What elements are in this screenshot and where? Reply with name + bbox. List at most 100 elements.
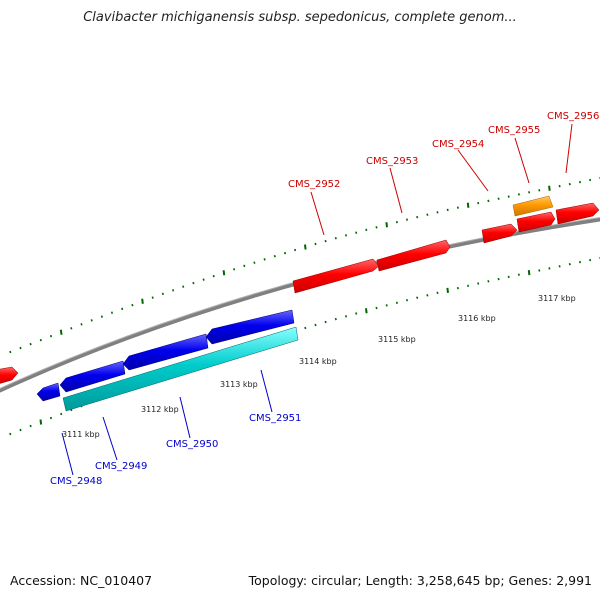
major-tick: [385, 222, 388, 228]
minor-tick: [314, 242, 317, 246]
minor-tick: [395, 220, 398, 224]
gene-arrow[interactable]: [0, 366, 19, 385]
minor-tick: [558, 184, 561, 188]
minor-tick: [19, 346, 22, 350]
minor-tick: [344, 315, 348, 318]
minor-tick: [273, 254, 276, 258]
minor-tick: [294, 248, 297, 252]
scale-label: 3115 kbp: [378, 335, 416, 344]
minor-tick: [100, 315, 103, 318]
minor-tick: [161, 292, 164, 296]
reverse-strand-genes: [36, 309, 299, 412]
scale-label: 3112 kbp: [141, 405, 179, 414]
minor-tick: [243, 264, 246, 268]
gene-label-forward: CMS_2955: [488, 125, 540, 136]
minor-tick: [436, 291, 439, 295]
minor-tick: [334, 317, 337, 321]
scale-label: 3113 kbp: [220, 380, 258, 389]
minor-tick: [283, 251, 287, 255]
minor-tick: [324, 239, 327, 243]
minor-tick: [70, 327, 73, 330]
minor-tick: [60, 412, 63, 416]
minor-tick: [477, 201, 480, 205]
minor-tick: [456, 286, 459, 290]
gene-arrow[interactable]: [555, 202, 600, 225]
gene-arrow[interactable]: [516, 211, 556, 233]
minor-tick: [497, 277, 500, 281]
minor-tick: [121, 307, 124, 311]
major-tick: [222, 270, 226, 276]
minor-tick: [172, 289, 175, 292]
minor-tick: [365, 228, 368, 232]
gene-arrow[interactable]: [481, 223, 518, 244]
minor-tick: [253, 261, 256, 264]
gene-arrow[interactable]: [59, 360, 126, 393]
minor-tick: [110, 311, 114, 314]
label-leaders: [61, 123, 573, 476]
minor-tick: [355, 231, 358, 234]
minor-tick: [507, 275, 510, 279]
genome-backbone-highlight: [0, 217, 600, 389]
minor-tick: [446, 208, 449, 212]
minor-tick: [558, 265, 561, 268]
major-tick: [365, 308, 368, 314]
major-tick: [304, 244, 307, 250]
minor-tick: [578, 260, 582, 264]
gene-label-reverse: CMS_2949: [95, 461, 147, 472]
minor-tick: [9, 432, 12, 436]
minor-tick: [426, 213, 429, 216]
minor-tick: [355, 312, 358, 315]
minor-tick: [507, 195, 510, 198]
minor-tick: [548, 267, 551, 270]
gene-arrow[interactable]: [36, 382, 61, 402]
minor-tick: [517, 193, 520, 196]
accession-text: Accession: NC_010407: [10, 573, 153, 588]
minor-tick: [497, 197, 500, 200]
minor-tick: [436, 211, 439, 214]
minor-tick: [182, 285, 185, 288]
minor-tick: [405, 298, 409, 302]
map-title: Clavibacter michiganensis subsp. sepedon…: [83, 10, 517, 25]
minor-tick: [456, 206, 459, 209]
major-tick: [39, 419, 43, 425]
gene-arrow-orange[interactable]: [512, 195, 554, 217]
minor-tick: [538, 189, 541, 192]
gene-arrow[interactable]: [205, 309, 295, 345]
major-tick: [548, 185, 551, 191]
minor-tick: [324, 320, 327, 324]
minor-tick: [314, 323, 317, 327]
scale-label: 3111 kbp: [62, 430, 100, 439]
minor-tick: [416, 215, 419, 219]
minor-tick: [344, 234, 348, 237]
minor-tick: [405, 218, 409, 221]
major-tick: [446, 287, 449, 294]
gene-arrow[interactable]: [122, 333, 209, 371]
minor-tick: [385, 304, 388, 307]
genome-summary-text: Topology: circular; Length: 3,258,645 bp…: [248, 573, 592, 588]
minor-tick: [19, 428, 22, 432]
minor-tick: [49, 416, 53, 420]
minor-tick: [233, 268, 236, 271]
gene-arrow[interactable]: [292, 258, 380, 294]
minor-tick: [29, 342, 32, 346]
major-tick: [141, 298, 144, 304]
minor-tick: [589, 258, 592, 262]
gene-label-forward: CMS_2952: [288, 179, 340, 190]
minor-tick: [538, 269, 541, 272]
minor-tick: [80, 323, 83, 326]
gene-label-reverse: CMS_2951: [249, 413, 301, 424]
minor-tick: [39, 338, 42, 342]
minor-tick: [477, 282, 480, 285]
minor-tick: [212, 274, 215, 278]
minor-tick: [151, 296, 154, 299]
gene-label-forward: CMS_2953: [366, 156, 418, 167]
minor-tick: [467, 284, 470, 288]
minor-tick: [528, 191, 531, 194]
major-tick: [59, 329, 63, 335]
gene-arrow-cyan[interactable]: [62, 326, 299, 412]
gene-arrow[interactable]: [376, 239, 451, 272]
gene-label-reverse: CMS_2950: [166, 439, 218, 450]
minor-tick: [568, 262, 571, 266]
minor-tick: [202, 278, 205, 281]
